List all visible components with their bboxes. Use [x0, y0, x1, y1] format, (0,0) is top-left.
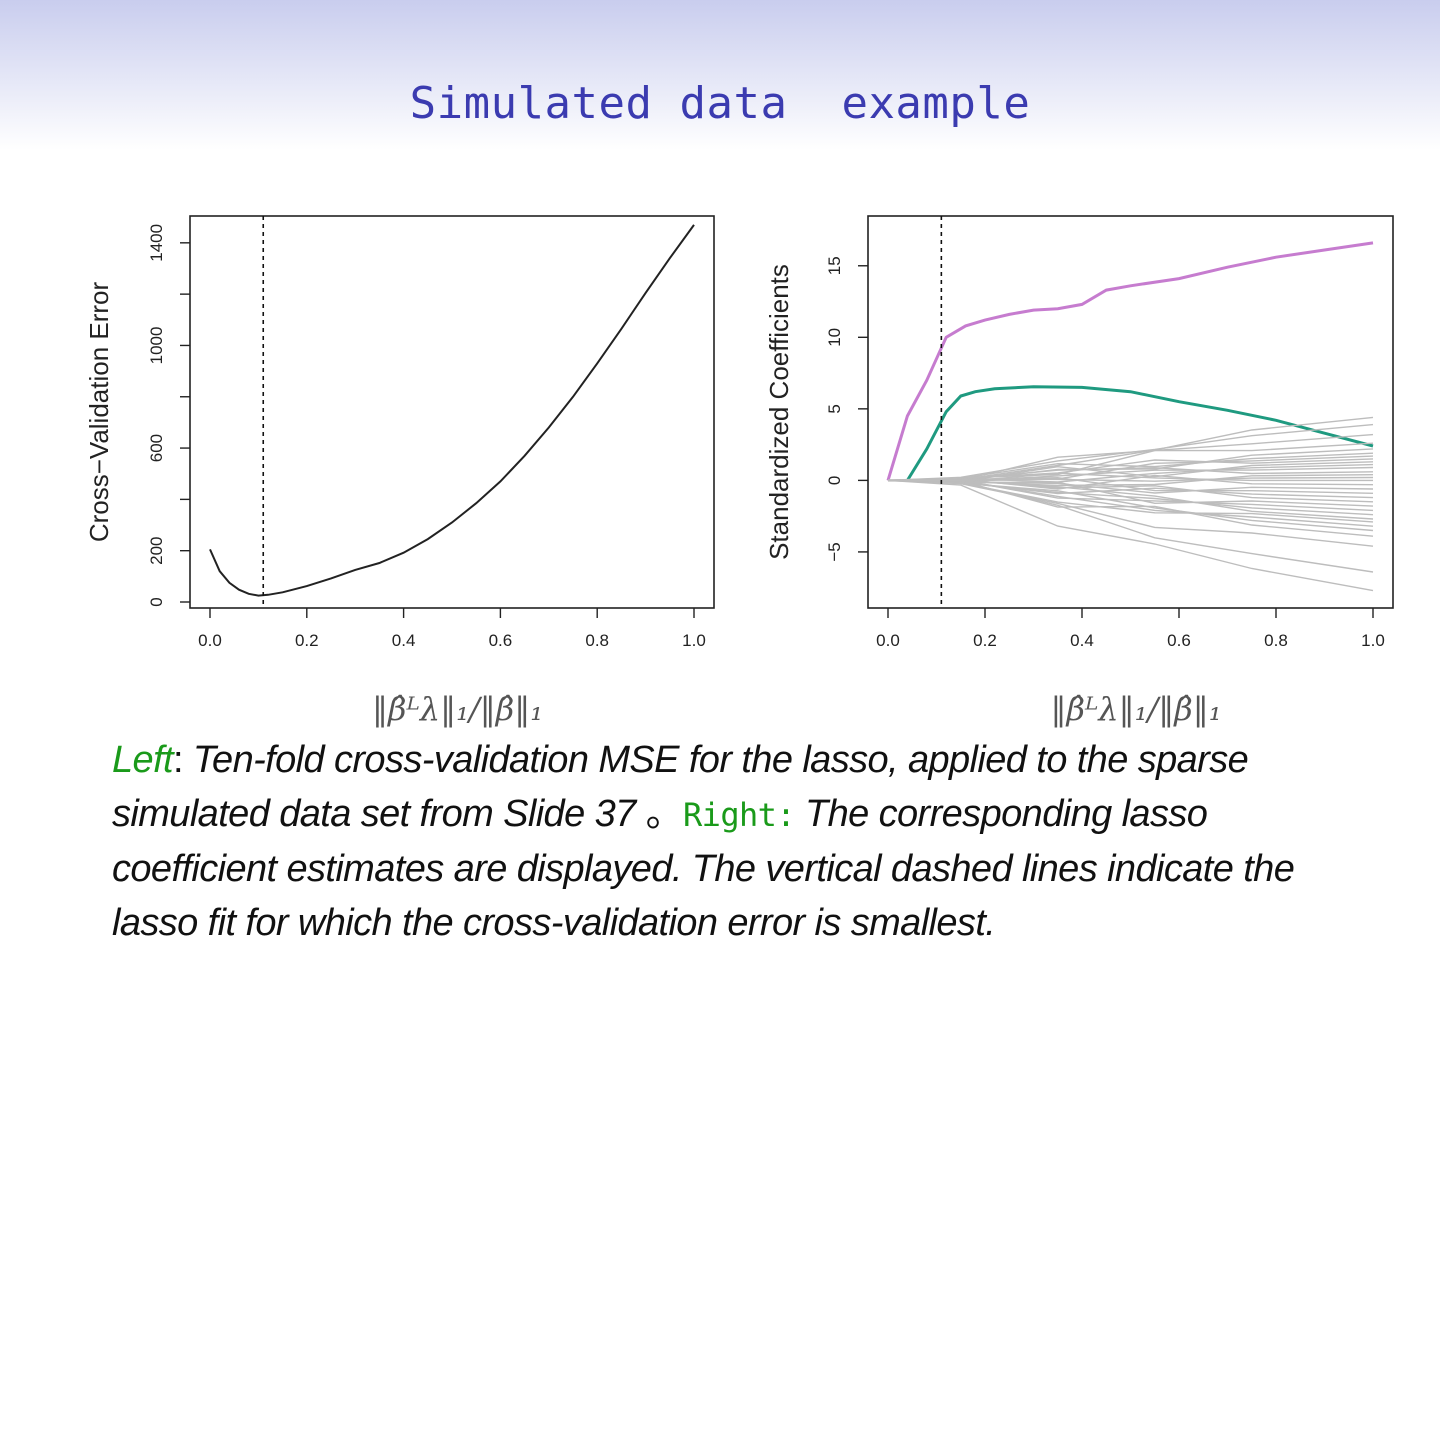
x-tick-label: 0.0: [198, 631, 222, 650]
coef-path-other: [887, 479, 1374, 592]
y-tick-label: 0: [825, 476, 844, 485]
x-tick-label: 0.0: [876, 631, 900, 650]
plot-frame: [867, 215, 1394, 609]
y-tick-label: 0: [147, 597, 166, 606]
x-tick-label: 0.8: [585, 631, 609, 650]
x-tick-label: 0.6: [489, 631, 513, 650]
y-axis-title: Standardized Coefficients: [764, 264, 794, 560]
y-tick-label: 1400: [147, 224, 166, 262]
coef-path-purple: [886, 241, 1374, 481]
caption-period: 。: [645, 793, 684, 835]
cv-error-chart: 0.0 0.2 0.4 0.6 0.8 1.0 0 200 600 1000 1400 Cross−V…: [84, 215, 715, 728]
y-tick-label: 1000: [147, 327, 166, 365]
coefficient-path-chart: 0.0 0.2 0.4 0.6 0.8 1.0 −5 0 5 10 15 Standardized C…: [764, 215, 1394, 728]
caption-right-text: The corresponding lasso coefficient esti…: [112, 793, 1295, 944]
caption-left-label: Left: [112, 739, 174, 781]
coef-path-other: [887, 479, 1374, 547]
x-tick-label: 0.4: [392, 631, 416, 650]
caption-colon: :: [172, 739, 184, 781]
x-tick-label: 0.6: [1167, 631, 1191, 650]
cv-error-curve: [209, 224, 695, 597]
x-axis-title: ‖β̂ᴸλ‖₁/‖β̂‖₁: [1051, 690, 1222, 728]
y-tick-label: 5: [825, 404, 844, 413]
slide-title: Simulated data example: [409, 78, 1031, 129]
y-tick-label: 200: [147, 537, 166, 565]
y-tick-label: 15: [825, 256, 844, 275]
y-tick-label: 10: [825, 328, 844, 347]
x-tick-label: 0.8: [1264, 631, 1288, 650]
figure-caption: Left: Ten-fold cross-validation MSE for …: [112, 733, 1342, 950]
y-tick-label: −5: [825, 542, 844, 561]
x-tick-label: 1.0: [682, 631, 706, 650]
coef-path-other: [887, 479, 1374, 573]
y-axis-title: Cross−Validation Error: [84, 281, 114, 542]
x-tick-label: 0.2: [295, 631, 319, 650]
x-tick-label: 0.4: [1070, 631, 1094, 650]
caption-right-label: Right:: [683, 796, 796, 834]
header-band: [0, 0, 1440, 150]
x-tick-label: 0.2: [973, 631, 997, 650]
x-axis-title: ‖β̂ᴸλ‖₁/‖β̂‖₁: [372, 690, 543, 728]
caption-left-text: Ten-fold cross-validation MSE for the la…: [112, 739, 1249, 835]
coef-path-teal: [906, 385, 1374, 482]
coef-path-other: [887, 479, 1374, 537]
x-tick-label: 1.0: [1361, 631, 1385, 650]
y-tick-label: 600: [147, 434, 166, 462]
plot-frame: [189, 215, 715, 609]
